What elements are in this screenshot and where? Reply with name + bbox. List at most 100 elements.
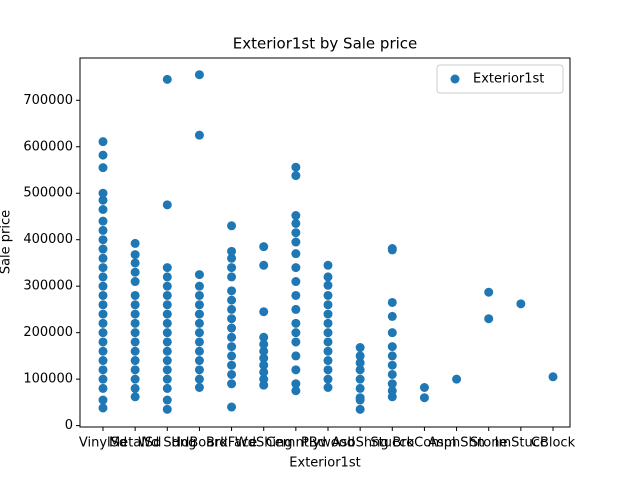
point [162,337,172,347]
point [98,137,108,147]
point [130,328,140,338]
point [323,272,333,282]
point [548,372,558,382]
point [227,272,237,282]
x-tick-label: WdShing [235,436,293,451]
point [259,353,269,363]
y-tick-label: 600000 [23,139,73,154]
point [98,337,108,347]
point [355,393,365,403]
point [98,235,108,245]
point [98,403,108,413]
legend-box [436,64,564,94]
point [259,332,269,342]
point [98,195,108,205]
point [291,351,301,361]
point [130,337,140,347]
point [259,260,269,270]
x-tick-label: HdBoard [171,436,227,451]
point [194,270,204,280]
point [194,318,204,328]
point [194,70,204,80]
point [323,290,333,300]
point [484,314,494,324]
y-tick-label: 100000 [23,372,73,387]
y-tick-label: 200000 [23,325,73,340]
point [162,356,172,366]
x-tick-label: Stone [470,436,508,451]
point [323,374,333,384]
point [130,277,140,287]
point [291,171,301,181]
point [194,346,204,356]
point [227,323,237,333]
point [291,337,301,347]
x-tick-label: AsbShng [332,436,389,451]
point [387,386,397,396]
x-tick-label: ImStucc [495,436,547,451]
point [98,309,108,319]
point [387,244,397,254]
point [419,382,429,392]
point [98,365,108,375]
point [98,263,108,273]
point [162,318,172,328]
point [130,365,140,375]
x-tick-label: CemntBd [266,436,326,451]
point [162,272,172,282]
point [291,218,301,228]
point [387,369,397,379]
point [194,309,204,319]
point [227,263,237,273]
point [291,237,301,247]
point [291,328,301,338]
point [259,360,269,370]
point [98,281,108,291]
y-tick-label: 500000 [23,186,73,201]
point [130,374,140,384]
plot-frame [79,57,571,428]
point [162,404,172,414]
point [387,379,397,389]
point [419,393,429,403]
point [162,74,172,84]
point [194,337,204,347]
point [98,290,108,300]
point [259,307,269,317]
x-tick-label: AsphShn [428,436,485,451]
point [194,300,204,310]
y-tick-label: 400000 [23,232,73,247]
point [227,304,237,314]
point [387,360,397,370]
legend-label: Exterior1st [473,72,544,87]
point [162,346,172,356]
point [98,244,108,254]
point [130,309,140,319]
point [323,337,333,347]
point [162,365,172,375]
x-tick-label: BrkFace [206,436,257,451]
point [323,300,333,310]
point [130,300,140,310]
point [323,365,333,375]
point [130,250,140,260]
point [227,286,237,296]
point [227,360,237,370]
point [162,374,172,384]
point [291,379,301,389]
x-tick-label: CBlock [531,436,576,451]
point [194,365,204,375]
point [98,163,108,173]
y-tick-label: 700000 [23,93,73,108]
x-tick-label: VinylSd [79,436,127,451]
point [98,318,108,328]
point [98,395,108,405]
x-tick-label: MetalSd [109,436,161,451]
point [130,238,140,248]
point [194,382,204,392]
point [291,277,301,287]
point [259,242,269,252]
point [227,342,237,352]
